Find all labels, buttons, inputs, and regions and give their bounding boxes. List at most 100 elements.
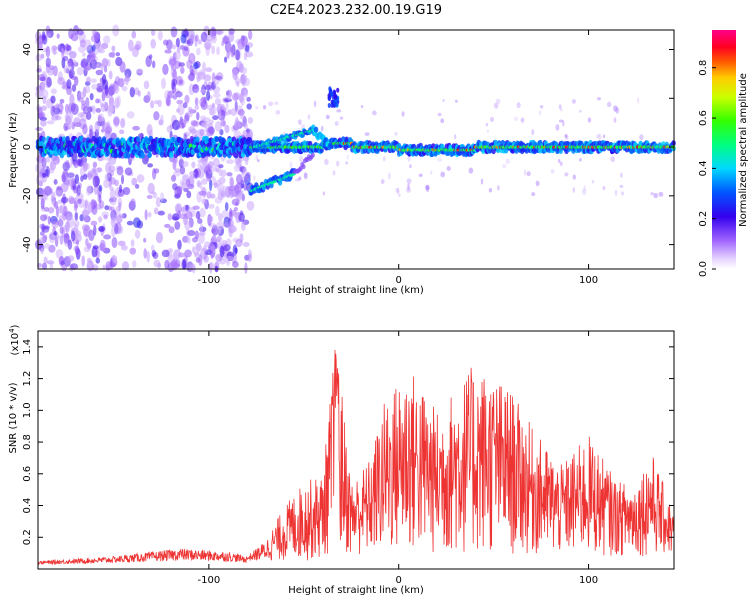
spectrogram-cell [206, 126, 215, 137]
spectrogram-cell [134, 229, 141, 239]
spectrogram-cell [53, 231, 58, 236]
spectrogram-x-tick-label: 100 [579, 275, 598, 286]
spectrogram-cell [245, 171, 251, 179]
spectrogram-cell [211, 228, 216, 234]
spectrogram-cell [188, 171, 196, 177]
spectrogram-cell [180, 33, 187, 44]
spectrogram-cell [148, 211, 152, 218]
spectrogram-cell [244, 262, 248, 274]
spectrogram-cell [123, 77, 131, 82]
spectrogram-cell [210, 35, 217, 44]
spectrogram-cell [189, 106, 193, 118]
spectrogram-cell [202, 245, 208, 254]
spectrogram-cell [57, 76, 65, 86]
spectrogram-cell [179, 166, 186, 175]
spectrogram-cell [560, 107, 563, 112]
spectrogram-cell [203, 81, 208, 86]
spectrogram-cell [303, 172, 308, 180]
spectrogram-cell [531, 192, 536, 197]
colorbar-tick-label: 0.2 [698, 211, 709, 227]
spectrogram-cell [41, 34, 47, 41]
spectrogram-cell [218, 213, 223, 222]
spectrogram-cell [118, 201, 122, 212]
spectrogram-cell [520, 117, 525, 123]
spectrogram-cell [192, 83, 200, 94]
spectrogram-cell [187, 229, 196, 237]
spectrogram-cell [298, 176, 302, 181]
spectrogram-cell [47, 206, 55, 214]
spectrogram-cell [218, 107, 222, 119]
spectrogram-cell [79, 214, 84, 222]
spectrogram-cell [186, 59, 193, 69]
snr-y-tick-label: 0.6 [22, 466, 33, 482]
spectrogram-cell [119, 61, 126, 73]
spectrogram-cell [50, 194, 55, 206]
spectrogram-cell [197, 74, 202, 81]
spectrogram-cell [174, 91, 183, 98]
spectrogram-cell [210, 193, 216, 199]
spectrogram-cell [129, 87, 135, 98]
spectrogram-cell [200, 122, 208, 128]
spectrogram-cell [183, 46, 189, 52]
spectrogram-cell [602, 134, 606, 139]
spectrogram-cell [131, 30, 137, 39]
spectrogram-cell [95, 257, 101, 264]
spectrogram-cell [172, 119, 180, 131]
spectrogram-cell [215, 29, 224, 35]
spectrogram-cell [48, 231, 56, 244]
snr-y-tick-label: 0.4 [22, 498, 33, 514]
spectrogram-cell [89, 93, 94, 101]
spectrogram-chart: -100 0 100 -40 -20 0 20 40 Height of straight … [8, 24, 676, 296]
spectrogram-cell [238, 78, 242, 84]
spectrogram-cell [93, 225, 97, 236]
spectrogram-cell [161, 77, 166, 90]
spectrogram-cell [41, 223, 46, 232]
spectrogram-cell [236, 173, 243, 185]
spectrogram-cell [209, 179, 213, 192]
spectrogram-cell [516, 102, 521, 109]
spectrogram-cell [35, 53, 42, 62]
spectrogram-cell [514, 116, 519, 122]
spectrogram-cell [201, 178, 208, 185]
spectrogram-cell [241, 193, 246, 202]
spectrogram-cell [587, 117, 592, 123]
spectrogram-cell [176, 99, 184, 105]
spectrogram-cell [45, 165, 50, 178]
spectrogram-cell [334, 94, 338, 100]
spectrogram-cell [197, 39, 202, 45]
spectrogram-cell [650, 192, 654, 196]
spectrogram-cell [620, 191, 625, 196]
spectrogram-cell [615, 107, 620, 114]
spectrogram-cell [146, 194, 153, 199]
spectrogram-cell [172, 183, 178, 191]
spectrogram-cell [126, 220, 134, 226]
spectrogram-cell [203, 241, 211, 248]
spectrogram-cell [62, 55, 69, 62]
spectrogram-cell [119, 150, 124, 157]
spectrogram-cell [134, 184, 140, 189]
spectrogram-cell [189, 33, 195, 45]
spectrogram-cell [91, 83, 98, 90]
spectrogram-cell [202, 61, 206, 72]
spectrogram-cell [108, 104, 113, 113]
spectrogram-cell [136, 136, 141, 143]
spectrogram-cell [85, 97, 90, 109]
spectrogram-cell [173, 249, 182, 260]
spectrogram-cell [186, 190, 192, 199]
spectrogram-cell [168, 226, 175, 234]
spectrogram-cell [335, 102, 339, 108]
spectrogram-cell [65, 220, 70, 233]
spectrogram-cell [108, 70, 113, 80]
spectrogram-cell [225, 101, 229, 110]
spectrogram-cell [213, 182, 218, 189]
spectrogram-cell [184, 94, 190, 104]
spectrogram-cell [233, 206, 239, 212]
spectrogram-cell [268, 101, 273, 107]
spectrogram-cell [235, 49, 241, 61]
spectrogram-cell [304, 172, 307, 177]
spectrogram-cell [157, 210, 165, 216]
spectrogram-cell [538, 110, 542, 115]
spectrogram-cell [70, 230, 76, 242]
spectrogram-cell [182, 102, 188, 109]
spectrogram-cell [502, 164, 507, 169]
